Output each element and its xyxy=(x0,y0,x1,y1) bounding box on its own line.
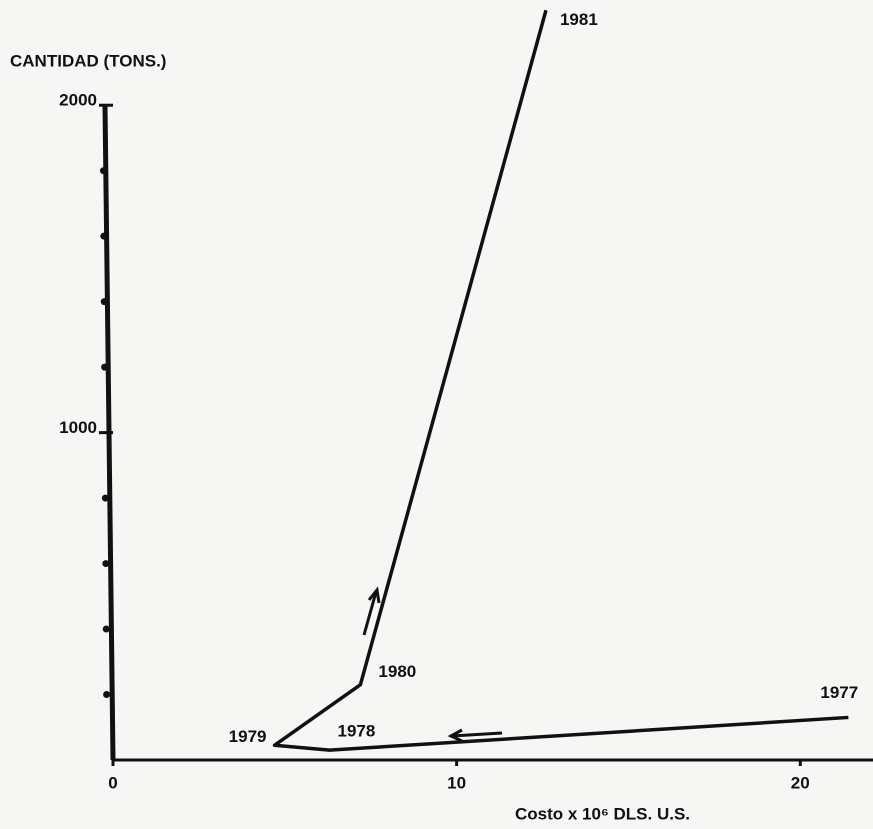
point-label: 1978 xyxy=(337,722,375,741)
arrows xyxy=(362,586,503,743)
arrow xyxy=(362,591,378,636)
arrow-head xyxy=(447,728,463,743)
y-minor-tick xyxy=(100,298,108,306)
y-minor-tick xyxy=(99,167,107,175)
y-tick-label: 1000 xyxy=(59,418,97,437)
arrow-head xyxy=(367,586,381,604)
x-axis-label: Costo x 10⁶ DLS. U.S. xyxy=(515,804,690,823)
point-label: 1979 xyxy=(229,727,267,746)
x-tick-label: 10 xyxy=(447,773,466,792)
x-tick-label: 20 xyxy=(791,773,810,792)
y-minor-tick xyxy=(102,560,110,568)
y-axis-label: CANTIDAD (TONS.) xyxy=(10,51,166,70)
arrow xyxy=(451,731,503,738)
y-minor-tick xyxy=(101,363,109,371)
x-tick-label: 0 xyxy=(108,773,117,792)
point-label: 1980 xyxy=(378,662,416,681)
point-label: 1977 xyxy=(820,683,858,702)
y-minor-tick xyxy=(100,232,108,240)
y-minor-tick xyxy=(102,625,110,633)
line xyxy=(272,9,849,752)
y-minor-tick xyxy=(103,691,111,699)
y-minor-tick xyxy=(101,494,109,502)
y-tick-label: 2000 xyxy=(59,91,97,110)
point-label: 1981 xyxy=(560,10,598,29)
